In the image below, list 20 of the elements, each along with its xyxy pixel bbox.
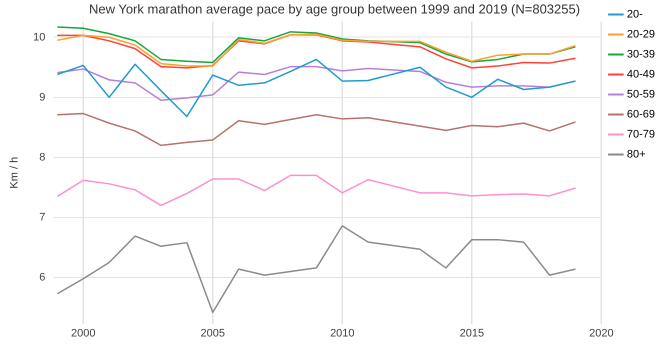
x-tick-label: 2015 bbox=[460, 327, 484, 340]
y-axis-title: Km / h bbox=[8, 156, 21, 189]
chart-title: New York marathon average pace by age group between 1999 and 2019 (N=803255) bbox=[88, 1, 580, 16]
legend-label: 70-79 bbox=[626, 128, 656, 141]
y-tick-label: 10 bbox=[33, 31, 46, 44]
x-tick-label: 2010 bbox=[330, 327, 355, 340]
x-tick-label: 2000 bbox=[70, 327, 96, 340]
y-tick-label: 7 bbox=[39, 211, 46, 224]
y-tick-label: 9 bbox=[39, 91, 46, 104]
y-tick-label: 8 bbox=[39, 151, 46, 164]
y-tick-label: 6 bbox=[39, 272, 46, 284]
legend-label: 20-29 bbox=[626, 28, 656, 41]
legend-label: 40-49 bbox=[626, 68, 656, 81]
x-tick-label: 2020 bbox=[589, 327, 614, 340]
legend-label: 50-59 bbox=[626, 88, 656, 101]
x-tick-label: 2005 bbox=[200, 327, 226, 340]
legend-label: 60-69 bbox=[626, 108, 656, 121]
legend-label: 80+ bbox=[626, 148, 646, 161]
legend-label: 30-39 bbox=[626, 48, 656, 61]
legend-label: 20- bbox=[626, 8, 644, 21]
